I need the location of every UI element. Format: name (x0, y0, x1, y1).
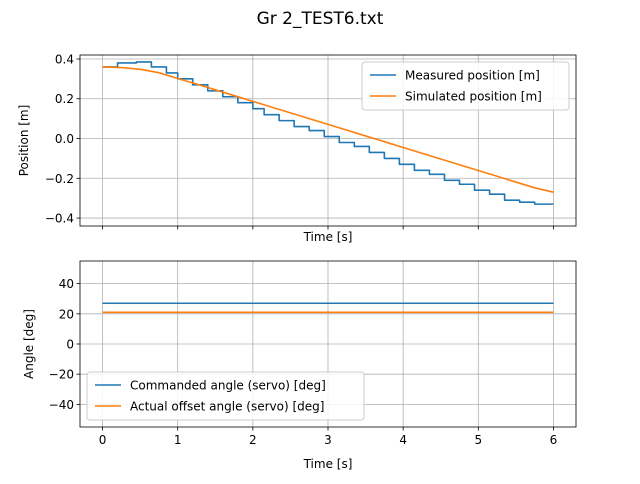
legend-entry: Actual offset angle (servo) [deg] (130, 400, 324, 414)
y-axis-label: Position [m] (17, 105, 31, 177)
x-tick-label: 5 (474, 433, 482, 447)
figure-title: Gr 2_TEST6.txt (257, 9, 384, 29)
angle-subplot: 0 1 2 3 4 5 6 40 20 0 −20 −40 Time [s] Angle [deg] Com… (22, 260, 577, 471)
x-axis-label: Time [s] (303, 457, 353, 471)
y-tick-label: 0 (66, 338, 74, 352)
axes-frame (79, 260, 577, 428)
legend-entry: Simulated position [m] (405, 90, 542, 104)
y-tick-label: 0.4 (55, 52, 74, 66)
y-tick-label: 0.2 (55, 92, 74, 106)
y-tick-label: 40 (59, 277, 74, 291)
series-line-simulated-position-m (102, 66, 554, 193)
legend-box (86, 371, 365, 421)
legend: Commanded angle (servo) [deg] Actual offs… (86, 371, 365, 421)
legend-entry: Commanded angle (servo) [deg] (130, 379, 326, 393)
legend-box (361, 61, 570, 111)
x-axis-label: Time [s] (303, 230, 353, 244)
legend: Measured position [m] Simulated position … (361, 61, 570, 111)
x-tick-label: 6 (550, 433, 558, 447)
legend-entry: Measured position [m] (405, 69, 540, 83)
x-tick-label: 0 (99, 433, 107, 447)
x-tick-label: 3 (324, 433, 332, 447)
y-tick-label: −0.2 (45, 172, 74, 186)
x-tick-label: 2 (249, 433, 257, 447)
position-subplot: 0.4 0.2 0.0 −0.2 −0.4 Time [s] Position [m] Mea… (17, 52, 577, 244)
x-tick-label: 4 (399, 433, 407, 447)
y-tick-label: −0.4 (45, 212, 74, 226)
axes-frame (79, 54, 577, 227)
y-tick-label: −40 (49, 398, 74, 412)
y-tick-label: −20 (49, 368, 74, 382)
x-tick-label: 1 (174, 433, 182, 447)
y-axis-label: Angle [deg] (22, 309, 36, 379)
y-tick-label: 0.0 (55, 132, 74, 146)
y-tick-label: 20 (59, 307, 74, 321)
